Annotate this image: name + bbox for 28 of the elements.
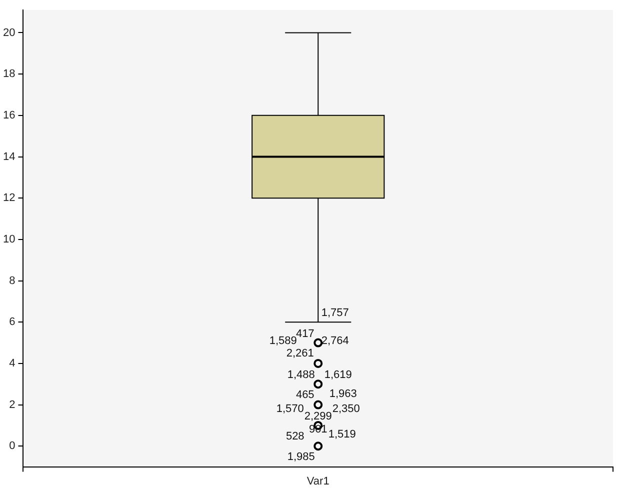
annotation: 2,299 xyxy=(304,410,332,422)
annotation: 417 xyxy=(296,328,314,340)
y-tick-label: 4 xyxy=(9,357,16,370)
y-tick-label: 2 xyxy=(9,398,16,411)
y-tick-label: 12 xyxy=(2,192,16,204)
annotation: 1,619 xyxy=(324,369,352,382)
annotation: 1,963 xyxy=(329,388,357,400)
y-tick-label: 14 xyxy=(2,150,16,163)
annotation: 1,519 xyxy=(328,428,356,440)
y-tick-label: 6 xyxy=(9,316,16,328)
y-tick-label: 18 xyxy=(2,68,16,80)
annotation: 465 xyxy=(296,388,314,401)
annotation: 1,589 xyxy=(269,334,297,347)
annotation: 1,757 xyxy=(321,306,349,319)
annotation: 1,488 xyxy=(287,369,315,382)
annotation: 1,985 xyxy=(287,451,315,464)
y-tick-label: 8 xyxy=(9,274,16,287)
annotation: 901 xyxy=(308,423,328,436)
annotation: 2,764 xyxy=(321,334,349,347)
annotation: 1,570 xyxy=(276,402,304,415)
annotation: 528 xyxy=(286,430,304,442)
y-tick-label: 20 xyxy=(2,26,16,39)
y-tick-label: 0 xyxy=(9,440,16,452)
x-tick-label: Var1 xyxy=(306,475,330,488)
annotation: 2,261 xyxy=(286,347,314,360)
y-tick-label: 16 xyxy=(2,109,16,122)
annotation: 2,350 xyxy=(332,402,360,415)
y-tick-label: 10 xyxy=(2,233,16,246)
